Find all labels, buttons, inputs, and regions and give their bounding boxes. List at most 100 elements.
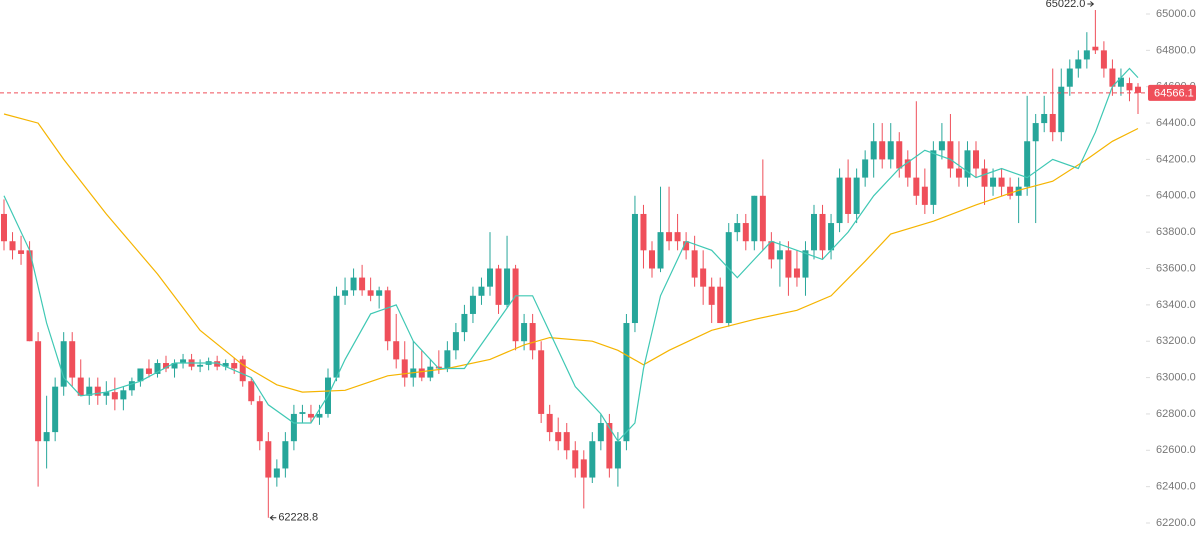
candle-body (94, 386, 101, 396)
candle-body (896, 141, 903, 169)
candle-body (614, 441, 621, 469)
candle-body (487, 268, 493, 287)
candle-body (69, 341, 76, 378)
candle-body (580, 459, 587, 478)
candle-body (555, 432, 562, 442)
candle-body (9, 241, 16, 251)
candle-body (649, 250, 655, 269)
candle-body (197, 364, 204, 367)
candle-body (572, 450, 579, 469)
candle-body (606, 423, 613, 469)
annotation-label: 62228.8 (278, 512, 318, 524)
candle-body (887, 141, 894, 160)
candle-body (1041, 113, 1048, 124)
last-price-label: 64566.1 (1154, 87, 1194, 99)
candle-body (955, 168, 962, 178)
candle-body (964, 150, 971, 178)
candle-body (248, 381, 255, 402)
y-tick-label: 65000.0 (1156, 8, 1196, 20)
candle-body (1117, 77, 1124, 87)
candle-body (998, 177, 1005, 187)
candle-body (145, 368, 152, 374)
candle-body (18, 250, 25, 254)
y-tick-label: 63200.0 (1156, 335, 1196, 347)
candle-body (376, 290, 383, 296)
candle-body (947, 141, 954, 169)
candle-body (708, 286, 715, 305)
candle-body (521, 323, 528, 342)
candle-body (1100, 50, 1107, 69)
candle-body (469, 295, 476, 314)
y-tick-label: 63800.0 (1156, 226, 1196, 238)
candle-body (913, 177, 920, 196)
candle-body (751, 195, 758, 242)
candle-body (401, 359, 408, 378)
candle-body (1109, 68, 1116, 87)
candle-body (717, 286, 724, 324)
candle-body (342, 290, 349, 296)
candle-body (990, 177, 997, 187)
candle-body (640, 213, 647, 251)
candle-body (870, 141, 877, 160)
candle-body (273, 468, 280, 478)
candle-body (904, 159, 911, 178)
candle-body (776, 250, 783, 260)
candle-body (674, 232, 681, 242)
candle-body (435, 366, 442, 369)
candle-body (393, 341, 400, 360)
candle-body (802, 250, 809, 278)
candle-body (563, 432, 570, 451)
candle-body (538, 350, 545, 414)
candle-body (52, 386, 59, 433)
y-tick-label: 64000.0 (1156, 190, 1196, 202)
candle-body (504, 268, 511, 305)
annotation-label: 65022.0 (1046, 0, 1086, 10)
candle-body (478, 286, 485, 296)
candle-body (512, 268, 519, 342)
candle-body (26, 250, 33, 342)
candle-body (154, 363, 161, 374)
candle-body (657, 232, 664, 269)
candle-body (819, 213, 826, 251)
candle-body (333, 295, 340, 378)
candle-body (879, 141, 886, 160)
candle-body (623, 323, 630, 442)
candle-body (350, 277, 357, 291)
candle-body (282, 441, 289, 469)
candle-body (683, 241, 690, 251)
candle-body (862, 159, 869, 178)
candle-body (1024, 141, 1031, 187)
y-tick-label: 62400.0 (1156, 481, 1196, 493)
y-tick-label: 63600.0 (1156, 262, 1196, 274)
candle-body (180, 359, 187, 364)
candle-body (128, 381, 135, 391)
candle-body (163, 363, 169, 369)
candle-body (546, 413, 553, 433)
candle-body (239, 359, 246, 382)
candle-body (60, 341, 67, 387)
candle-body (427, 366, 434, 378)
candle-body (461, 313, 468, 333)
annotation-arrow (1087, 1, 1095, 7)
candle-body (836, 177, 843, 224)
candle-body (222, 363, 229, 367)
candle-body (418, 368, 425, 378)
candle-body (845, 177, 852, 214)
candle-body (725, 232, 732, 324)
candle-body (214, 361, 221, 367)
candle-body (1066, 68, 1073, 87)
y-tick-label: 62200.0 (1156, 517, 1196, 529)
candle-body (265, 441, 272, 478)
candle-body (785, 250, 792, 278)
candle-body (700, 268, 707, 287)
candle-body (86, 386, 93, 396)
candle-body (973, 150, 979, 169)
candle-body (828, 223, 835, 251)
candle-body (35, 341, 42, 442)
candle-body (742, 223, 749, 242)
candle-body (299, 412, 306, 414)
candle-body (452, 332, 459, 351)
candle-body (495, 268, 502, 305)
candle-body (1092, 46, 1099, 51)
